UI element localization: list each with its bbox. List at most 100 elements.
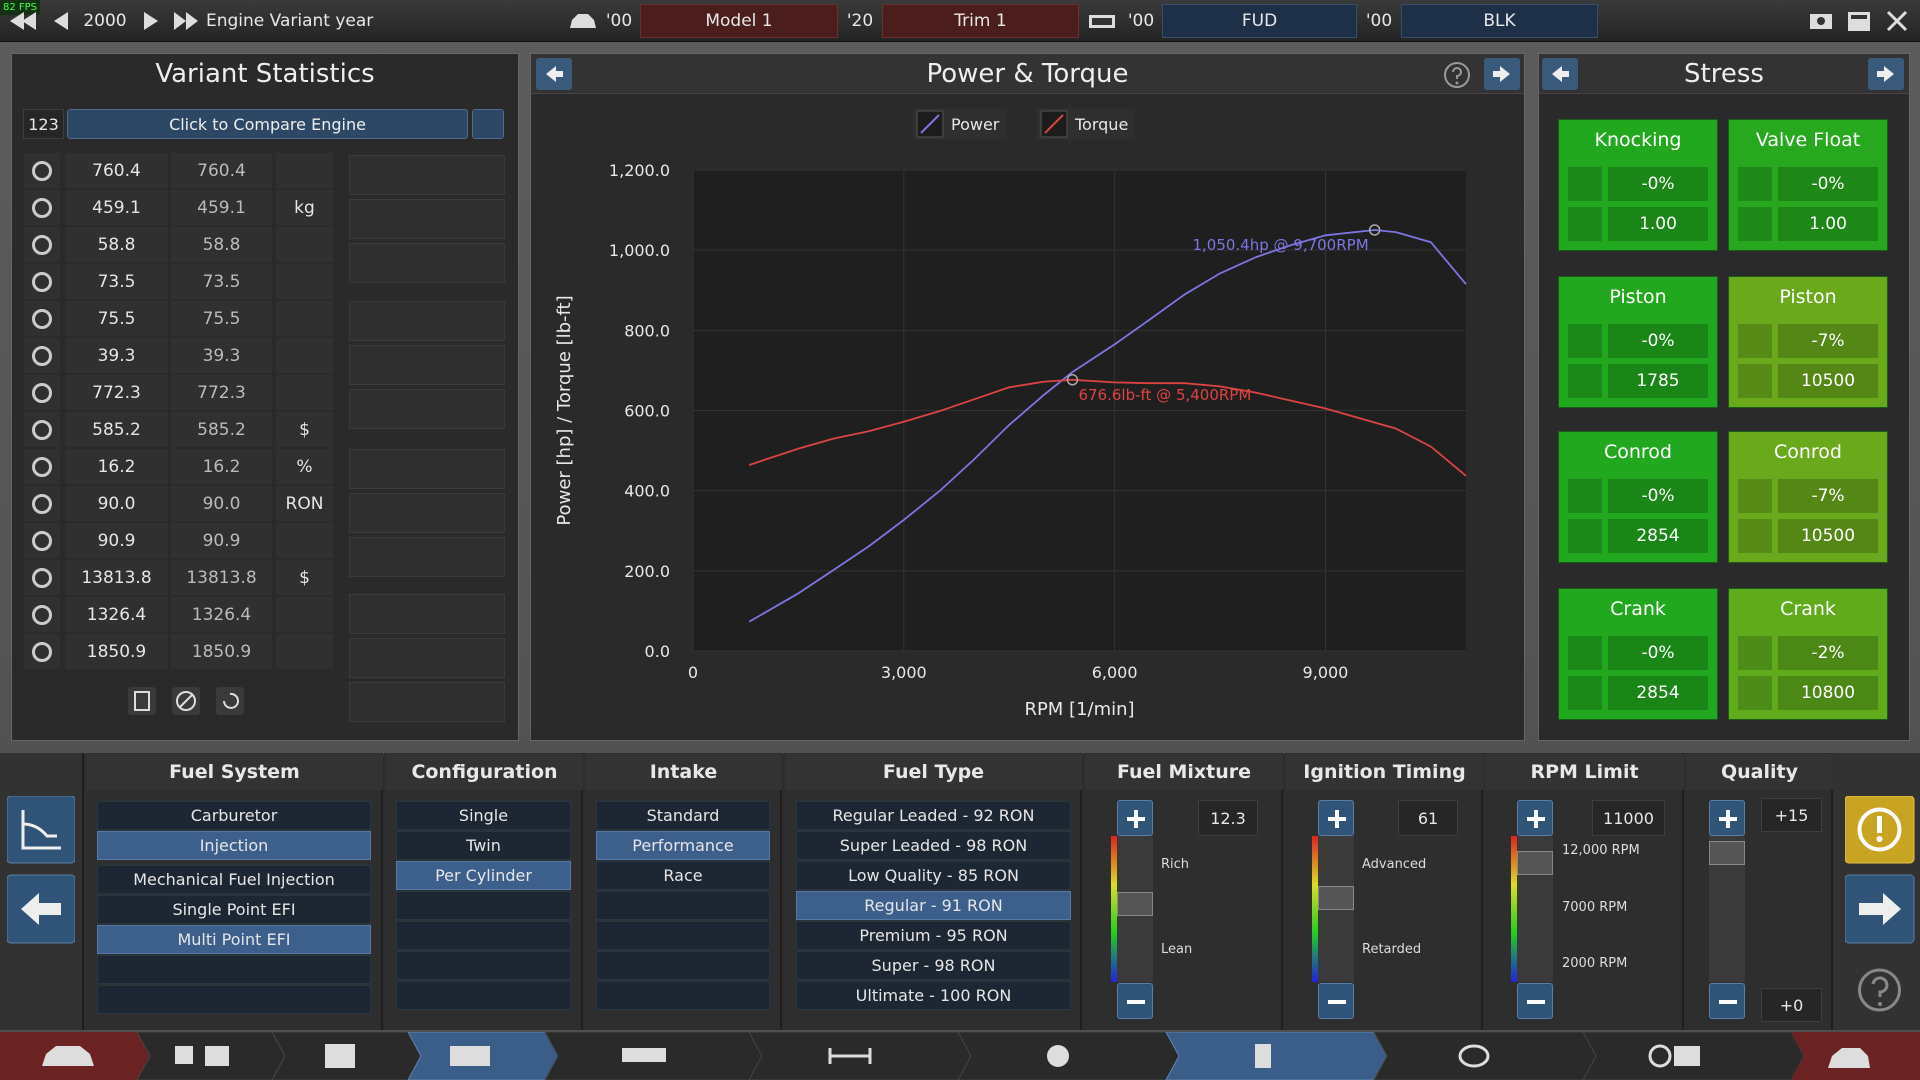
settings-header: Configuration	[386, 754, 583, 790]
year-buttons[interactable]	[4, 6, 204, 36]
option[interactable]: Carburetor	[97, 801, 371, 830]
peak-marker	[1066, 374, 1079, 386]
option[interactable]: Super - 98 RON	[796, 951, 1071, 980]
compare-slot	[349, 389, 505, 429]
x-tick-label: 3,000	[881, 663, 927, 682]
peak-annotation: 1,050.4hp @ 9,700RPM	[1192, 236, 1368, 254]
stress-card-title: Piston	[1779, 286, 1837, 308]
side-button-icons[interactable]	[7, 796, 75, 944]
compare-slot	[349, 345, 505, 385]
stress-card	[1728, 431, 1888, 563]
stat-current: 13813.8	[65, 560, 168, 595]
plus-button[interactable]	[1117, 800, 1153, 836]
stress-value: 2854	[1608, 519, 1708, 553]
family-select[interactable]: FUD	[1162, 4, 1357, 38]
next-chart-button[interactable]	[1484, 58, 1520, 90]
compare-button[interactable]: Click to Compare Engine	[67, 109, 468, 139]
slider-label: Retarded	[1362, 942, 1422, 957]
icon	[32, 420, 52, 440]
option[interactable]: Premium - 95 RON	[796, 921, 1071, 950]
option[interactable]: Race	[596, 861, 770, 890]
compare-slot	[349, 199, 505, 239]
option[interactable]: Super Leaded - 98 RON	[796, 831, 1071, 860]
compare-slot	[349, 449, 505, 489]
model-select[interactable]: Model 1	[640, 4, 838, 38]
setting-value: 61	[1398, 800, 1458, 836]
next-button[interactable]	[1868, 58, 1904, 90]
stat-unit	[276, 301, 333, 336]
stat-icon	[24, 264, 60, 299]
stat-compare: 760.4	[171, 153, 272, 188]
option[interactable]: Single	[396, 801, 571, 830]
legend-line	[920, 114, 940, 134]
compare-slot	[349, 682, 505, 722]
trim-select[interactable]: Trim 1	[882, 4, 1079, 38]
stress-card	[1558, 431, 1718, 563]
slider-label: 7000 RPM	[1562, 900, 1628, 915]
icon	[32, 494, 52, 514]
stress-icon	[1568, 519, 1602, 553]
range-gradient	[1111, 836, 1117, 982]
option[interactable]: Regular Leaded - 92 RON	[796, 801, 1071, 830]
stress-card-title: Piston	[1609, 286, 1667, 308]
option[interactable]: Regular - 91 RON	[796, 891, 1071, 920]
icon	[32, 457, 52, 477]
slider-handle[interactable]	[1517, 851, 1553, 875]
prev-button[interactable]	[1542, 58, 1578, 90]
settings-header: Fuel Mixture	[1085, 754, 1283, 790]
compare-slot	[349, 493, 505, 533]
side-button-icons-right[interactable]	[1845, 796, 1915, 1026]
icon	[1527, 1000, 1545, 1004]
help-button[interactable]	[1442, 60, 1472, 90]
option[interactable]: Injection	[97, 831, 371, 860]
icon	[32, 383, 52, 403]
slider-handle[interactable]	[1117, 892, 1153, 916]
option[interactable]: Multi Point EFI	[97, 925, 371, 954]
option[interactable]: Ultimate - 100 RON	[796, 981, 1071, 1010]
option[interactable]: Low Quality - 85 RON	[796, 861, 1071, 890]
option[interactable]: Twin	[396, 831, 571, 860]
stress-icon	[1738, 519, 1772, 553]
minus-button[interactable]	[1517, 983, 1553, 1019]
minus-button[interactable]	[1709, 983, 1745, 1019]
stress-icon	[1738, 676, 1772, 710]
stat-unit: $	[276, 412, 333, 447]
minus-button[interactable]	[1318, 983, 1354, 1019]
stress-card	[1728, 588, 1888, 720]
option[interactable]: Mechanical Fuel Injection	[97, 865, 371, 894]
option[interactable]: Standard	[596, 801, 770, 830]
variant-select[interactable]: BLK	[1401, 4, 1598, 38]
compare-slot	[349, 301, 505, 341]
slider-label: Lean	[1161, 942, 1193, 957]
slider-label: 2000 RPM	[1562, 956, 1628, 971]
plus-button[interactable]	[1318, 800, 1354, 836]
slider-label: 12,000 RPM	[1562, 843, 1640, 858]
nav-bar[interactable]	[0, 1032, 1920, 1080]
stress-value: 10800	[1778, 676, 1878, 710]
slider-handle[interactable]	[1709, 841, 1745, 865]
plus-button[interactable]	[1517, 800, 1553, 836]
compare-icon-button[interactable]	[472, 109, 504, 139]
slider-handle[interactable]	[1318, 886, 1354, 910]
empty-option	[396, 891, 571, 920]
option[interactable]: Performance	[596, 831, 770, 860]
minus-button[interactable]	[1117, 983, 1153, 1019]
stress-value: 10500	[1778, 364, 1878, 398]
stats-tools[interactable]	[120, 684, 260, 718]
prev-chart-button[interactable]	[536, 58, 572, 90]
plus-button[interactable]	[1709, 800, 1745, 836]
icon	[1328, 1000, 1346, 1004]
window-buttons[interactable]	[1806, 6, 1916, 36]
stress-value: -0%	[1608, 324, 1708, 358]
option[interactable]: Single Point EFI	[97, 895, 371, 924]
x-tick-label: 0	[688, 663, 698, 682]
settings-header: Ignition Timing	[1286, 754, 1483, 790]
stress-value: -0%	[1608, 167, 1708, 201]
y-tick-label: 1,000.0	[609, 241, 670, 260]
icon	[32, 161, 52, 181]
stat-unit	[276, 597, 333, 632]
stress-icon	[1568, 167, 1602, 201]
option[interactable]: Per Cylinder	[396, 861, 571, 890]
stat-unit	[276, 227, 333, 262]
